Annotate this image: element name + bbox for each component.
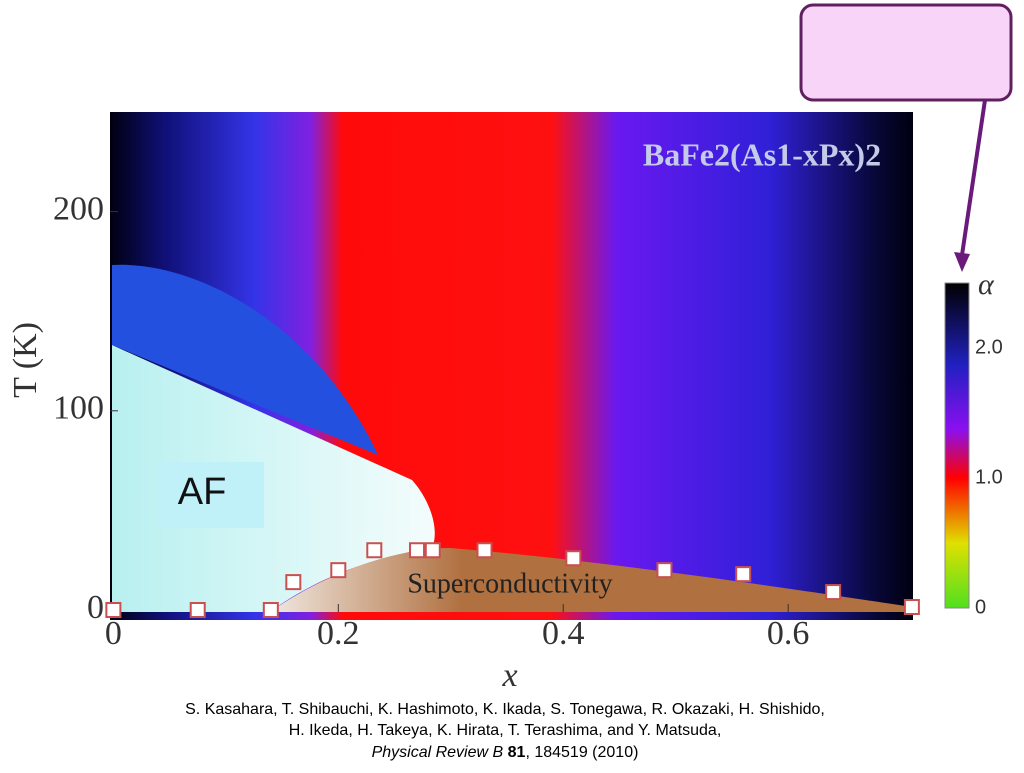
data-point xyxy=(409,542,426,559)
x-tick-label: 0.2 xyxy=(317,615,360,652)
citation-line: Physical Review B 81, 184519 (2010) xyxy=(372,744,639,761)
citation: S. Kasahara, T. Shibauchi, K. Hashimoto,… xyxy=(185,701,825,761)
colorbar-tick-label: 2.0 xyxy=(975,336,1003,358)
journal: Physical Review B xyxy=(372,744,504,761)
data-point xyxy=(735,566,752,583)
data-point xyxy=(262,602,279,618)
data-point xyxy=(476,542,493,559)
callout xyxy=(799,3,1013,272)
y-tick-label: 200 xyxy=(53,190,104,227)
data-point xyxy=(285,574,302,591)
volume: 81 xyxy=(508,744,526,761)
data-point xyxy=(330,562,347,579)
y-tick-label: 100 xyxy=(53,390,104,427)
colorbar-label: α xyxy=(978,268,995,301)
data-point xyxy=(424,542,441,559)
colorbar xyxy=(944,282,970,609)
colorbar-tick-label: 0 xyxy=(975,596,986,618)
y-tick-label: 0 xyxy=(87,589,104,626)
data-point xyxy=(825,584,842,601)
x-axis-label: x xyxy=(501,657,517,694)
data-point xyxy=(366,542,383,559)
citation-line: H. Ikeda, H. Takeya, K. Hirata, T. Teras… xyxy=(289,722,722,739)
data-point xyxy=(565,550,582,567)
data-point xyxy=(656,562,673,579)
data-point xyxy=(189,602,206,618)
plot: BaFe2(As1-xPx)2 AF Superconductivity 0 0.2 0.… xyxy=(7,11,1003,694)
x-tick-label: 0.4 xyxy=(542,615,585,652)
chart-title: BaFe2(As1-xPx)2 xyxy=(643,136,881,172)
heatmap xyxy=(110,112,913,620)
y-axis-label: T (K) xyxy=(7,322,44,398)
colorbar-tick-label: 1.0 xyxy=(975,466,1003,488)
annotation: AF xyxy=(178,471,227,513)
annotation: Superconductivity xyxy=(407,568,612,599)
x-tick-label: 0.6 xyxy=(767,615,810,652)
x-tick-label: 0 xyxy=(105,615,122,652)
pages-year: , 184519 (2010) xyxy=(525,744,638,761)
citation-line: S. Kasahara, T. Shibauchi, K. Hashimoto,… xyxy=(185,701,825,718)
data-point xyxy=(105,602,122,618)
data-point xyxy=(903,599,920,616)
